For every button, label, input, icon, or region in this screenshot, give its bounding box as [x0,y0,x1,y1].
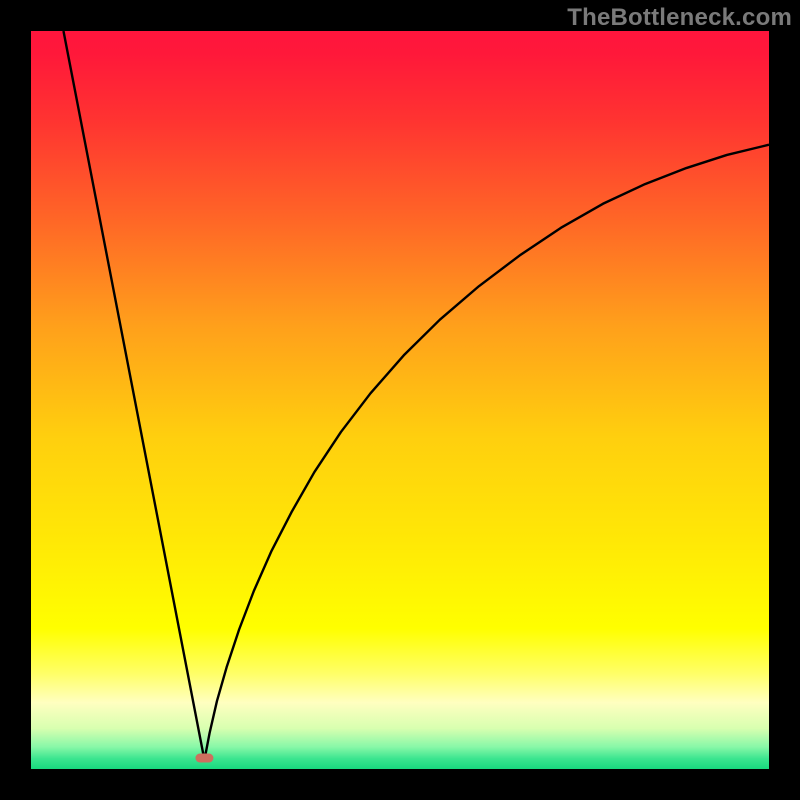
watermark-text: TheBottleneck.com [567,4,792,32]
bottleneck-chart [0,0,800,800]
chart-container: TheBottleneck.com [0,0,800,800]
gradient-background [31,31,769,769]
minimum-marker [195,754,213,763]
